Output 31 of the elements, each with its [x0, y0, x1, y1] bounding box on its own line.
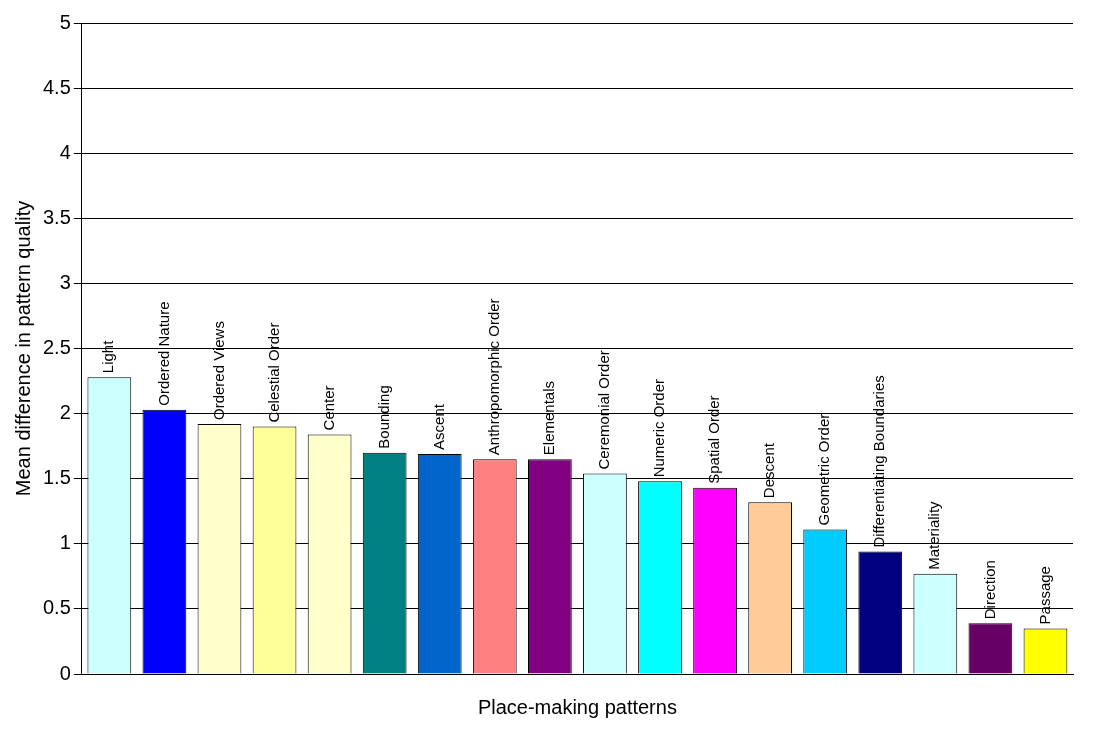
y-tick-label: 4 — [59, 140, 71, 163]
y-tick-label: 3 — [59, 270, 71, 293]
y-tick-label: 0 — [59, 661, 71, 684]
x-tick-label: Materiality — [925, 500, 943, 570]
x-tick-label: Differentiating Boundaries — [870, 375, 888, 548]
x-tick-label: Ordered Nature — [154, 301, 172, 406]
y-tick-label: 2 — [59, 401, 71, 424]
y-tick-label: 0.5 — [42, 596, 71, 619]
x-tick-label: Light — [99, 339, 117, 374]
x-tick-label: Celestial Order — [264, 322, 282, 423]
x-tick-label: Center — [319, 385, 337, 431]
x-tick-label: Anthropomorphic Order — [484, 298, 502, 456]
x-tick-label: Spatial Order — [705, 395, 723, 484]
y-tick-label: 4.5 — [42, 75, 71, 98]
x-tick-label: Numeric Order — [650, 378, 668, 478]
x-tick-label: Elementals — [540, 380, 558, 456]
y-tick-label: 3.5 — [42, 205, 71, 228]
x-tick-label: Passage — [1035, 566, 1053, 625]
x-tick-label: Ceremonial Order — [595, 350, 613, 470]
x-tick-label: Bounding — [374, 385, 392, 449]
x-tick-label: Geometric Order — [815, 413, 833, 526]
y-tick-label: 5 — [59, 10, 71, 33]
x-tick-label: Descent — [760, 442, 778, 499]
y-axis-title: Mean difference in pattern quality — [11, 200, 34, 497]
x-tick-label: Direction — [980, 560, 998, 620]
x-tick-label: Ordered Views — [209, 321, 227, 421]
x-axis-title: Place-making patterns — [477, 695, 677, 718]
y-tick-label: 1.5 — [42, 466, 71, 489]
y-tick-label: 2.5 — [42, 336, 71, 359]
y-tick-label: 1 — [59, 531, 71, 554]
x-tick-label: Ascent — [429, 403, 447, 450]
